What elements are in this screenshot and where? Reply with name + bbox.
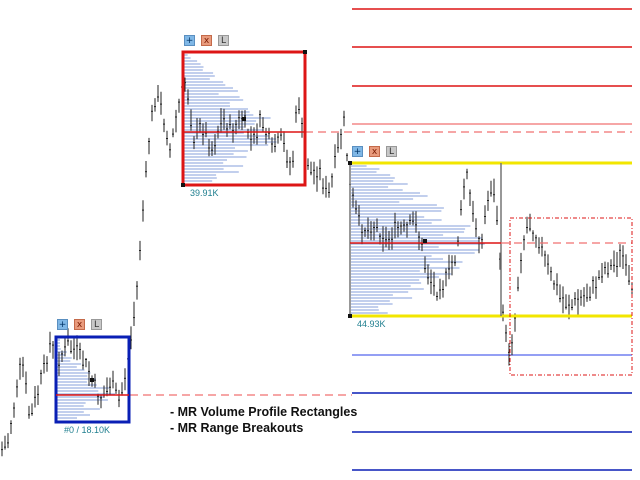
box-red-rectangle[interactable] [181,50,307,187]
box-yellow-poc-marker [423,239,427,243]
box-yellow-close-button[interactable]: x [369,146,380,157]
box-blue-poc-marker [90,378,94,382]
box-red-lock-button[interactable]: L [218,35,229,46]
box-blue-add-button[interactable]: + [57,319,68,330]
box-red-add-button[interactable]: + [184,35,195,46]
legend: - MR Volume Profile Rectangles - MR Rang… [170,404,357,436]
box-red-volume-label: 39.91K [190,188,219,198]
box-red-corner-handle[interactable] [181,183,185,187]
box-yellow-corner-handle[interactable] [348,161,352,165]
legend-item-range-breakouts: - MR Range Breakouts [170,421,304,435]
volume-profiles [57,54,485,419]
box-yellow-corner-handle[interactable] [348,314,352,318]
box-blue-close-button[interactable]: x [74,319,85,330]
box-yellow-lock-button[interactable]: L [386,146,397,157]
box-blue-volume-label: #0 / 18.10K [64,425,111,435]
box-red-corner-handle[interactable] [303,50,307,54]
candlesticks [1,77,633,457]
box-yellow-volume-label: 44.93K [357,319,386,329]
box-blue-rectangle[interactable] [54,335,131,424]
legend-item-volume-profile: - MR Volume Profile Rectangles [170,405,358,419]
box-blue-lock-button[interactable]: L [91,319,102,330]
box-yellow-add-button[interactable]: + [352,146,363,157]
box-red-close-button[interactable]: x [201,35,212,46]
breakout-range-rectangle [509,217,633,376]
box-red-poc-marker [242,117,246,121]
breakout-levels [130,8,632,471]
